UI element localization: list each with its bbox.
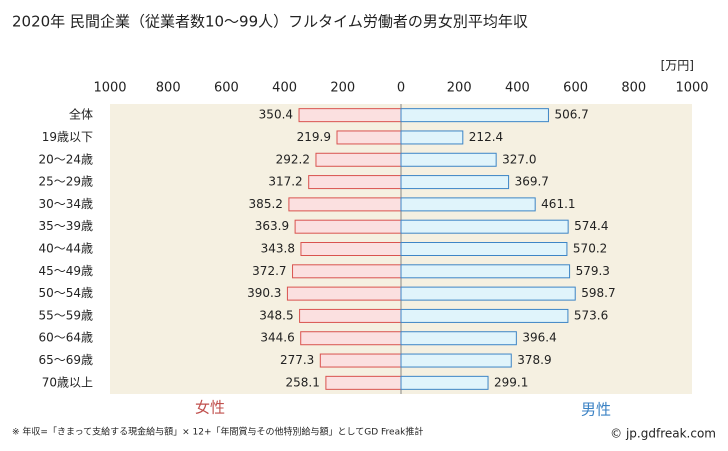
value-label: 570.2	[573, 242, 607, 256]
value-label: 317.2	[268, 175, 302, 189]
bar	[400, 197, 536, 212]
footnote: ※ 年収=「きまって支給する現金給与額」× 12+「年間賞与その他特別給与額」と…	[12, 426, 423, 438]
y-tick-label: 55〜59歳	[38, 308, 93, 322]
bar	[315, 152, 402, 167]
x-tick-label: 800	[621, 81, 646, 96]
bar	[292, 264, 402, 279]
value-label: 598.7	[581, 286, 615, 300]
x-tick-label: 600	[214, 81, 239, 96]
value-label: 506.7	[554, 108, 588, 122]
x-tick-label: 1000	[675, 81, 708, 96]
value-label: 292.2	[276, 152, 310, 166]
value-label: 327.0	[502, 152, 536, 166]
bar	[400, 353, 512, 368]
legend-label: 女性	[195, 399, 225, 417]
y-tick-label: 45〜49歳	[38, 264, 93, 278]
bar	[288, 197, 402, 212]
value-label: 219.9	[297, 130, 331, 144]
bar	[400, 286, 576, 301]
y-tick-label: 40〜44歳	[38, 242, 93, 256]
bar	[300, 242, 402, 256]
value-label: 372.7	[252, 264, 286, 278]
x-tick-label: 600	[563, 81, 588, 96]
bar	[319, 353, 402, 368]
bar	[400, 331, 517, 346]
bar	[400, 242, 568, 256]
value-label: 344.6	[260, 331, 294, 345]
bar	[400, 108, 549, 123]
x-tick-label: 400	[272, 81, 297, 96]
x-tick-label: 200	[447, 81, 472, 96]
bar	[400, 152, 497, 167]
value-label: 573.6	[574, 308, 608, 322]
value-label: 258.1	[286, 375, 320, 389]
chart-title: 2020年 民間企業（従業者数10〜99人）フルタイム労働者の男女別平均年収	[12, 13, 528, 31]
value-label: 396.4	[522, 331, 556, 345]
bar	[298, 108, 402, 123]
x-tick-label: 0	[397, 81, 405, 96]
bar	[400, 175, 510, 190]
value-label: 390.3	[247, 286, 281, 300]
bar	[400, 375, 489, 390]
y-tick-label: 35〜39歳	[38, 219, 93, 233]
x-tick-label: 400	[505, 81, 530, 96]
value-label: 343.8	[261, 242, 295, 256]
y-tick-label: 20〜24歳	[38, 152, 93, 166]
bar	[294, 219, 402, 234]
value-label: 574.4	[574, 219, 608, 233]
bar	[325, 375, 402, 390]
bar	[300, 331, 402, 346]
source: © jp.gdfreak.com	[610, 427, 716, 441]
value-label: 461.1	[541, 197, 575, 211]
bar	[400, 219, 569, 234]
y-tick-label: 65〜69歳	[38, 353, 93, 367]
bar	[299, 308, 402, 323]
y-tick-label: 19歳以下	[42, 130, 93, 144]
y-tick-label: 50〜54歳	[38, 286, 93, 300]
legend-label: 男性	[581, 401, 611, 419]
unit-label: [万円]	[661, 59, 694, 73]
value-label: 369.7	[515, 175, 549, 189]
y-tick-label: 30〜34歳	[38, 197, 93, 211]
x-tick-label: 200	[330, 81, 355, 96]
value-label: 212.4	[469, 130, 503, 144]
value-label: 363.9	[255, 219, 289, 233]
value-label: 350.4	[259, 108, 293, 122]
value-label: 378.9	[517, 353, 551, 367]
value-label: 277.3	[280, 353, 314, 367]
bar	[400, 264, 571, 279]
bar	[336, 130, 402, 145]
bar	[400, 308, 569, 323]
y-tick-label: 70歳以上	[42, 375, 93, 389]
bar	[286, 286, 402, 301]
x-tick-label: 800	[156, 81, 181, 96]
bar	[308, 175, 402, 190]
y-tick-label: 25〜29歳	[38, 175, 93, 189]
value-label: 385.2	[249, 197, 283, 211]
value-label: 348.5	[259, 308, 293, 322]
y-tick-label: 60〜64歳	[38, 331, 93, 345]
value-label: 579.3	[576, 264, 610, 278]
y-tick-label: 全体	[69, 107, 93, 122]
value-label: 299.1	[494, 375, 528, 389]
x-tick-label: 1000	[93, 81, 126, 96]
bar	[400, 130, 464, 145]
